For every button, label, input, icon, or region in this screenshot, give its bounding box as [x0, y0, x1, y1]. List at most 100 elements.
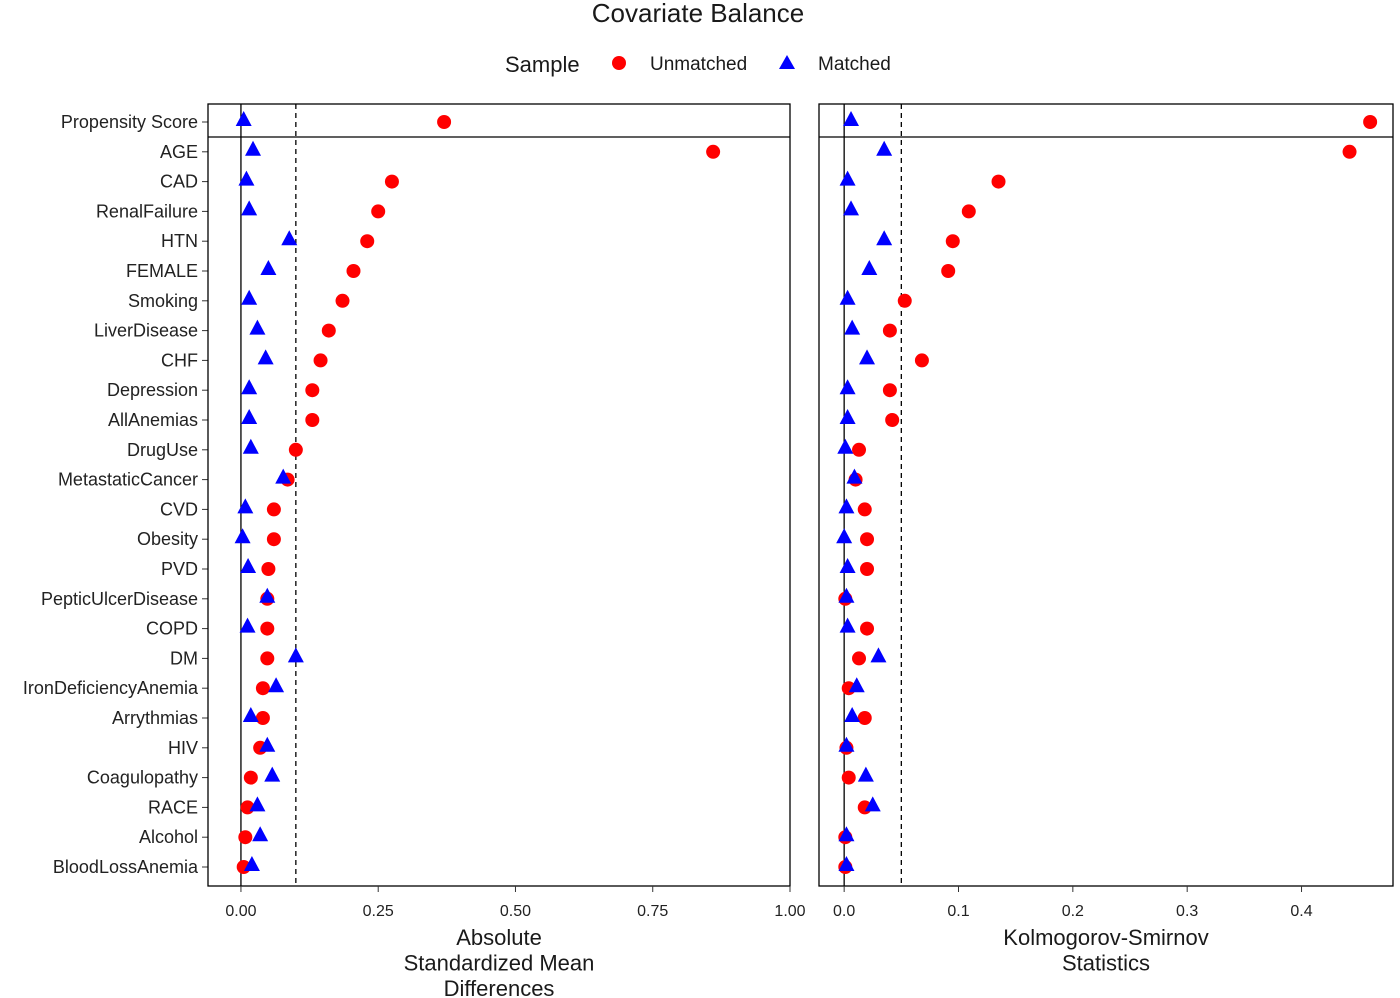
matched-point	[240, 558, 257, 573]
unmatched-point	[1363, 115, 1378, 129]
panel-frame	[207, 103, 791, 887]
unmatched-point	[261, 562, 276, 576]
matched-point	[864, 796, 881, 812]
unmatched-point	[266, 502, 281, 517]
unmatched-point	[945, 234, 960, 249]
unmatched-point	[288, 442, 303, 457]
matched-point	[838, 498, 855, 514]
matched-point	[839, 289, 856, 305]
matched-point	[857, 766, 874, 782]
matched-point	[844, 707, 861, 722]
unmatched-point	[860, 621, 875, 636]
category-label: AGE	[160, 142, 198, 162]
unmatched-point	[255, 711, 270, 725]
panel-frame	[818, 103, 1394, 887]
category-label: AllAnemias	[108, 410, 198, 430]
x-axis-title: Standardized Mean	[404, 951, 595, 976]
matched-point	[238, 170, 255, 186]
category-label: PepticUlcerDisease	[41, 589, 198, 609]
matched-point	[275, 468, 292, 484]
matched-point	[241, 409, 258, 424]
matched-point	[870, 647, 887, 663]
matched-point	[264, 766, 281, 782]
category-label: Arrythmias	[112, 708, 198, 728]
category-label: CAD	[160, 172, 198, 192]
matched-point	[237, 498, 254, 514]
matched-point	[838, 856, 855, 871]
category-label: LiverDisease	[94, 321, 198, 341]
category-label: RenalFailure	[96, 201, 198, 221]
matched-point	[235, 111, 252, 126]
unmatched-point	[437, 115, 452, 129]
matched-point	[876, 230, 893, 246]
matched-point	[838, 587, 855, 603]
category-labels: Propensity Score AGE CAD RenalFailure HTN FEM…	[23, 112, 208, 877]
matched-point	[839, 617, 856, 633]
category-label: CVD	[160, 499, 198, 519]
unmatched-point	[266, 532, 281, 547]
category-label: Coagulopathy	[87, 768, 198, 788]
category-label: RACE	[148, 797, 198, 817]
x-tick-label: 0.4	[1290, 903, 1312, 920]
unmatched-point	[305, 383, 320, 398]
category-label: CHF	[161, 350, 198, 370]
unmatched-point	[860, 532, 875, 547]
unmatched-point	[243, 770, 258, 785]
matched-point	[839, 558, 856, 573]
matched-point	[249, 319, 266, 335]
unmatched-point	[860, 562, 875, 576]
matched-point	[245, 140, 262, 156]
legend-title: Sample	[505, 52, 580, 77]
unmatched-point	[857, 502, 872, 517]
x-tick-label: 0.00	[225, 903, 256, 920]
unmatched-point	[897, 293, 912, 308]
unmatched-point	[841, 770, 856, 785]
legend: Sample Unmatched Matched	[505, 52, 891, 77]
unmatched-point	[255, 681, 270, 696]
panel-kolmogorov-smirnov: 0.0 0.1 0.2 0.3 0.4 Kolmogorov-SmirnovStatist…	[818, 103, 1394, 976]
x-axis-title: Kolmogorov-Smirnov	[1003, 925, 1208, 950]
unmatched-point	[335, 293, 350, 308]
legend-unmatched-label: Unmatched	[650, 54, 747, 75]
matched-point	[281, 230, 298, 246]
x-tick-label: 0.75	[637, 903, 668, 920]
x-tick-label: 0.50	[500, 903, 531, 920]
unmatched-point	[991, 174, 1006, 189]
category-label: COPD	[146, 619, 198, 639]
panel-standardized-mean-differences: 0.00 0.25 0.50 0.75 1.00 AbsoluteStandardized…	[207, 103, 806, 998]
matched-point	[836, 528, 853, 544]
x-tick-label: 0.3	[1176, 903, 1198, 920]
matched-point	[252, 826, 269, 842]
unmatched-point	[885, 413, 900, 427]
matched-point	[268, 677, 285, 693]
matched-point	[242, 707, 259, 722]
matched-point	[242, 438, 259, 454]
matched-point	[239, 617, 256, 633]
chart-title: Covariate Balance	[592, 0, 804, 28]
category-label: PVD	[161, 559, 198, 579]
matched-point	[838, 826, 855, 842]
category-label: Smoking	[128, 291, 198, 311]
category-label: HIV	[168, 738, 198, 758]
unmatched-point	[260, 621, 275, 636]
category-label: IronDeficiencyAnemia	[23, 678, 199, 698]
legend-matched-marker	[779, 55, 795, 69]
category-label: BloodLossAnemia	[53, 857, 199, 877]
unmatched-point	[346, 264, 361, 278]
unmatched-point	[852, 651, 867, 666]
matched-point	[839, 379, 856, 395]
category-label: DrugUse	[127, 440, 198, 460]
matched-point	[859, 349, 876, 365]
unmatched-point	[1342, 144, 1357, 159]
matched-point	[839, 409, 856, 424]
matched-point	[234, 528, 251, 544]
unmatched-point	[852, 442, 867, 457]
unmatched-point	[305, 413, 320, 427]
matched-point	[243, 856, 260, 871]
matched-point	[861, 260, 878, 275]
x-tick-label: 0.25	[363, 903, 394, 920]
x-axis-title: Differences	[444, 976, 555, 998]
unmatched-point	[238, 830, 253, 845]
unmatched-point	[941, 264, 956, 278]
